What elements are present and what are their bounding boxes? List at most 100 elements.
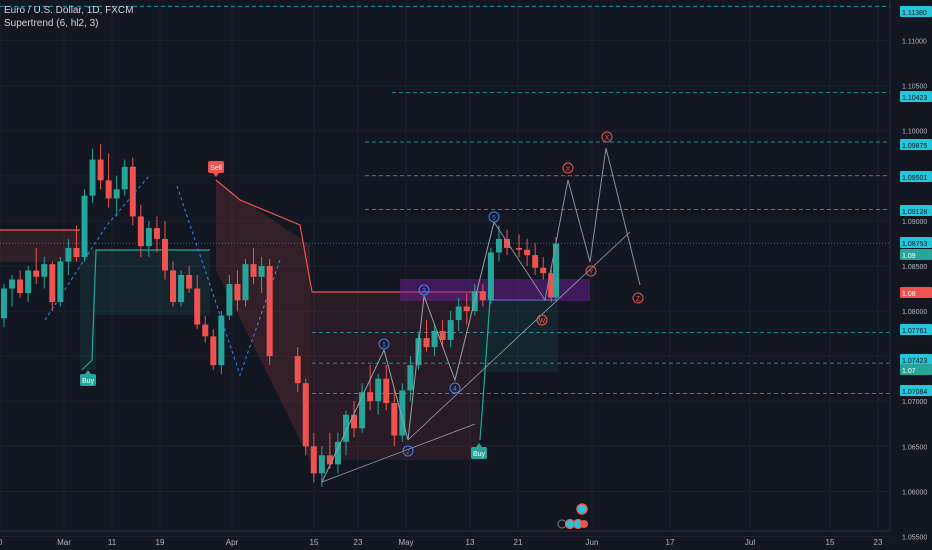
candle-body bbox=[407, 365, 414, 391]
price-label[interactable]: 1.09128 bbox=[902, 209, 927, 216]
wave-annotations[interactable] bbox=[44, 147, 641, 483]
price-label[interactable]: 1.09875 bbox=[902, 143, 927, 150]
candle-body bbox=[439, 330, 446, 340]
candle-body bbox=[258, 265, 265, 277]
candle-body bbox=[89, 159, 96, 196]
wave-labels[interactable]: 1 2 3 4 5 W X Y X Z bbox=[378, 131, 644, 457]
buy-signal-label[interactable]: Buy bbox=[473, 451, 486, 458]
buy-signal-label[interactable]: Buy bbox=[82, 378, 95, 385]
price-label-bg bbox=[900, 249, 932, 260]
signal-label-bg bbox=[208, 161, 224, 173]
candle-body bbox=[516, 247, 523, 250]
candle-body bbox=[553, 243, 559, 257]
wave-label-circle bbox=[418, 284, 430, 296]
candle-body bbox=[383, 378, 390, 404]
price-label[interactable]: 1.09501 bbox=[902, 175, 927, 182]
candle-body bbox=[33, 270, 40, 277]
signal-pointer bbox=[85, 370, 91, 374]
economic-event-icon[interactable] bbox=[580, 520, 588, 528]
symbol-title[interactable]: Euro / U.S. Dollar, 1D, FXCM bbox=[4, 5, 134, 16]
time-tick-label: 15 bbox=[826, 538, 835, 547]
time-tick-label: 11 bbox=[108, 538, 117, 547]
supertrend-line bbox=[215, 179, 480, 293]
wave-label[interactable]: 4 bbox=[453, 386, 457, 393]
price-label[interactable]: 1.07761 bbox=[902, 328, 927, 335]
price-tick-label: 1.11000 bbox=[902, 39, 927, 46]
price-label-bg bbox=[900, 287, 932, 298]
wave-label[interactable]: Z bbox=[636, 296, 641, 303]
horizontal-levels bbox=[0, 5, 890, 395]
price-axis[interactable]: 1.110001.105001.100001.095001.090001.085… bbox=[900, 6, 932, 541]
candle-body bbox=[129, 166, 136, 217]
wave-label[interactable]: 1 bbox=[382, 342, 386, 349]
price-label-bg bbox=[900, 354, 932, 365]
projection-path bbox=[493, 147, 641, 302]
candle-body bbox=[81, 195, 88, 257]
wave-dashed-line bbox=[44, 174, 151, 321]
indicator-title[interactable]: Supertrend (6, hl2, 3) bbox=[4, 18, 99, 29]
candle-body bbox=[41, 264, 48, 277]
candle-body bbox=[326, 455, 333, 465]
wave-label[interactable]: 3 bbox=[422, 288, 426, 295]
price-label[interactable]: 1.07 bbox=[902, 368, 916, 375]
price-tick-label: 1.10500 bbox=[902, 84, 927, 91]
candle-body bbox=[431, 330, 438, 348]
candle-body bbox=[463, 306, 470, 312]
price-label[interactable]: 1.09 bbox=[902, 253, 916, 260]
wave-label[interactable]: X bbox=[605, 135, 610, 142]
wave-label[interactable]: 2 bbox=[406, 449, 410, 456]
time-tick-label: 0 bbox=[0, 538, 3, 547]
signal-labels[interactable]: Sell Buy Buy bbox=[80, 161, 487, 459]
price-label[interactable]: 1.07423 bbox=[902, 358, 927, 365]
candle-body bbox=[25, 270, 32, 294]
candle-body bbox=[310, 446, 317, 474]
time-tick-label: Jun bbox=[586, 538, 599, 547]
time-tick-label: Mar bbox=[57, 538, 71, 547]
candle-body bbox=[121, 166, 128, 190]
candle-body bbox=[540, 267, 547, 274]
sell-signal-label[interactable]: Sell bbox=[210, 165, 222, 172]
wave-label-circle bbox=[585, 265, 597, 277]
chart-legend: Euro / U.S. Dollar, 1D, FXCM Supertrend … bbox=[4, 4, 133, 30]
candle-body bbox=[548, 273, 555, 298]
candle-body bbox=[334, 441, 341, 465]
candle-body bbox=[162, 238, 168, 271]
time-tick-label: 21 bbox=[514, 538, 523, 547]
candle-body bbox=[294, 356, 301, 384]
price-label[interactable]: 1.08753 bbox=[902, 241, 927, 248]
supertrend-bull-band bbox=[96, 250, 210, 315]
supertrend-bear-band bbox=[216, 180, 310, 460]
candle-body bbox=[447, 320, 454, 340]
candle-body bbox=[302, 383, 309, 447]
supertrend-line bbox=[81, 249, 210, 371]
event-icons[interactable] bbox=[557, 503, 588, 530]
price-label[interactable]: 1.10423 bbox=[902, 95, 927, 102]
price-label[interactable]: 1.08 bbox=[902, 291, 916, 298]
wave-label[interactable]: X bbox=[566, 166, 571, 173]
wave-label[interactable]: 5 bbox=[492, 215, 496, 222]
price-tick-label: 1.08000 bbox=[902, 309, 927, 316]
price-tick-label: 1.06000 bbox=[902, 489, 927, 496]
price-label-bg bbox=[900, 139, 932, 150]
candle-body bbox=[359, 392, 366, 429]
candle-body bbox=[210, 336, 217, 366]
candle-body bbox=[202, 324, 209, 337]
price-label[interactable]: 1.07084 bbox=[902, 389, 927, 396]
candle-body bbox=[553, 270, 559, 298]
candles bbox=[1, 144, 559, 487]
candle-body bbox=[234, 284, 241, 301]
wave-label[interactable]: Y bbox=[589, 269, 594, 276]
wave-label[interactable]: W bbox=[539, 318, 546, 325]
price-label[interactable]: 1.11380 bbox=[902, 10, 927, 17]
time-axis[interactable]: 0 Mar 11 19 Apr 15 23 May 13 21 Jun 17 Jul 15 23 bbox=[0, 538, 883, 547]
candle-body bbox=[105, 180, 112, 199]
time-tick-label: 13 bbox=[466, 538, 475, 547]
candle-body bbox=[479, 291, 486, 301]
candle-body bbox=[226, 284, 233, 316]
event-flag-icon[interactable] bbox=[576, 503, 588, 515]
candle-body bbox=[487, 252, 494, 301]
time-tick-label: Apr bbox=[226, 538, 239, 547]
price-label-bg bbox=[900, 171, 932, 182]
